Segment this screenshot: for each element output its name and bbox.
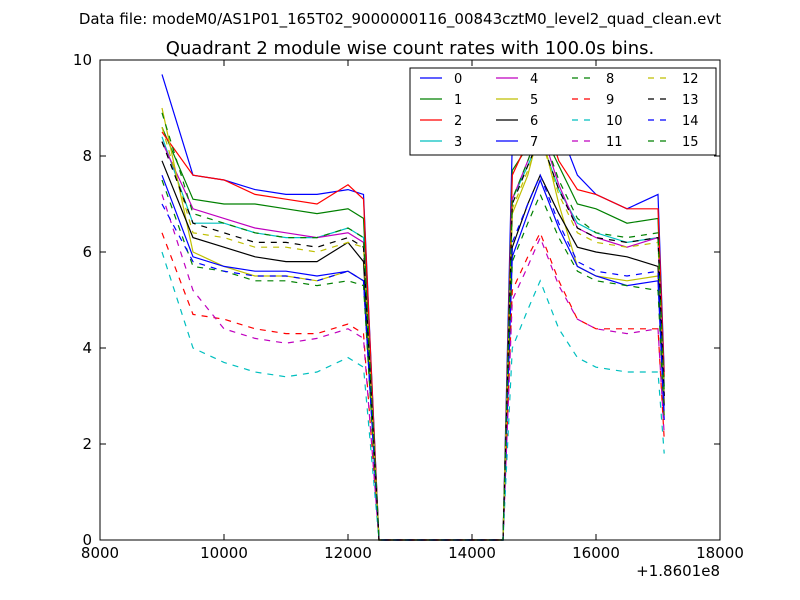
series-line-2 <box>161 101 665 541</box>
legend-label-3: 3 <box>454 135 462 150</box>
series-line-9 <box>161 231 665 541</box>
y-tick-label: 4 <box>82 339 92 357</box>
figure-suptitle: Data file: modeM0/AS1P01_165T02_90000001… <box>79 10 721 29</box>
series-line-1 <box>161 125 665 541</box>
chart-title: Quadrant 2 module wise count rates with … <box>166 38 655 59</box>
y-tick-label: 6 <box>82 243 92 261</box>
legend-label-12: 12 <box>682 72 699 87</box>
legend-label-15: 15 <box>682 135 699 150</box>
x-tick-label: 16000 <box>572 544 620 562</box>
y-tick-label: 0 <box>82 531 92 549</box>
legend-label-9: 9 <box>606 93 614 108</box>
legend-label-4: 4 <box>530 72 538 87</box>
legend-label-11: 11 <box>606 135 623 150</box>
legend-label-2: 2 <box>454 114 462 129</box>
legend-label-7: 7 <box>530 135 538 150</box>
x-offset-label: +1.8601e8 <box>636 562 720 580</box>
series-line-6 <box>161 160 665 541</box>
x-tick-label: 18000 <box>696 544 744 562</box>
legend-label-0: 0 <box>454 72 462 87</box>
series-line-13 <box>161 135 665 541</box>
series-line-15 <box>161 112 665 541</box>
series-line-8 <box>161 179 665 541</box>
x-tick-label: 10000 <box>200 544 248 562</box>
axes-frame <box>99 59 721 541</box>
legend-label-13: 13 <box>682 93 699 108</box>
series-line-3 <box>161 135 665 541</box>
y-tick-label: 2 <box>82 435 92 453</box>
series-line-12 <box>161 127 665 541</box>
series-line-10 <box>161 251 665 541</box>
legend-label-5: 5 <box>530 93 538 108</box>
series-line-11 <box>161 194 665 541</box>
x-tick-label: 12000 <box>324 544 372 562</box>
y-tick-label: 10 <box>73 51 92 69</box>
series-line-5 <box>161 107 665 541</box>
legend-label-1: 1 <box>454 93 462 108</box>
legend-label-6: 6 <box>530 114 538 129</box>
legend-label-14: 14 <box>682 114 699 129</box>
x-tick-label: 14000 <box>448 544 496 562</box>
y-tick-label: 8 <box>82 147 92 165</box>
legend-label-10: 10 <box>606 114 623 129</box>
x-tick-label: 8000 <box>81 544 119 562</box>
series-line-14 <box>161 173 665 541</box>
series-line-7 <box>161 174 665 541</box>
series-line-4 <box>161 125 665 541</box>
legend-label-8: 8 <box>606 72 614 87</box>
